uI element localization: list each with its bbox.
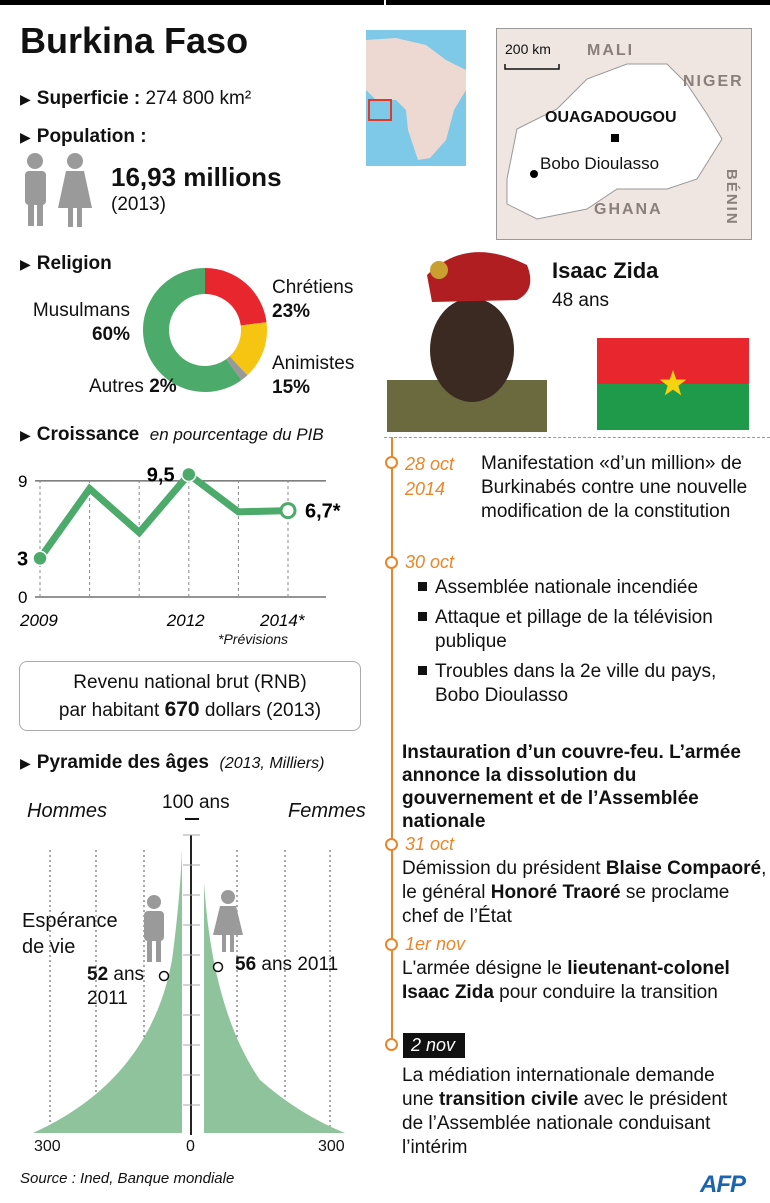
age-pyramid	[33, 818, 345, 1135]
burkina-map: 200 km MALI NIGER BÉNIN GHANA OUAGADOUGO…	[496, 28, 752, 240]
timeline-line	[391, 437, 393, 1043]
population-year: (2013)	[111, 194, 166, 215]
capital-label: OUAGADOUGOU	[545, 109, 677, 126]
donut-slice-chrétiens	[205, 268, 267, 326]
men-life-exp: 52 ans 2011	[87, 964, 145, 1009]
timeline-dot	[385, 1038, 398, 1051]
flag-green-band	[597, 384, 749, 430]
africa-locator-map	[366, 30, 466, 166]
top-bar-divider	[384, 0, 386, 5]
ytick-9: 9	[18, 472, 27, 491]
pyramid-heading: ▶ Pyramide des âges (2013, Milliers)	[20, 752, 325, 773]
burkina-flag	[597, 338, 749, 430]
label-chretiens: Chrétiens 23%	[272, 277, 354, 322]
rnb-line2: par habitant 670 dollars (2013)	[58, 698, 322, 721]
timeline-text: Démission du président Blaise Compaoré, …	[402, 858, 767, 927]
timeline-text: La médiation internationale demande une …	[402, 1065, 728, 1158]
label-hommes: Hommes	[27, 800, 108, 822]
man-icon	[144, 895, 164, 962]
label-animistes: Animistes 15%	[272, 353, 355, 398]
star-icon	[659, 370, 687, 396]
country-ghana: GHANA	[594, 201, 663, 218]
tick-0: 0	[186, 1138, 195, 1155]
women-life-exp: 56 ans 2011	[235, 954, 339, 975]
timeline-date: 31 oct	[405, 834, 455, 854]
country-mali: MALI	[587, 42, 635, 59]
city-label: Bobo Dioulasso	[540, 154, 660, 173]
country-niger: NIGER	[683, 73, 744, 90]
women-area	[204, 882, 345, 1133]
religion-heading: ▶ Religion	[20, 253, 112, 274]
religion-donut	[143, 268, 267, 392]
timeline-text: Manifestation «d’un million» de Burkinab…	[481, 453, 748, 522]
point-2009	[32, 550, 48, 567]
rnb-box: Revenu national brut (RNB) par habitant …	[19, 661, 361, 731]
portrait-photo	[387, 240, 547, 432]
men-area	[33, 850, 182, 1133]
timeline-dot	[385, 938, 398, 951]
timeline-dot	[385, 838, 398, 851]
rnb-line1: Revenu national brut (RNB)	[73, 672, 307, 693]
xtick-2014: 2014*	[259, 611, 306, 630]
previsions-note: *Prévisions	[218, 631, 289, 647]
ytick-0: 0	[18, 588, 27, 607]
tick-300-left: 300	[34, 1138, 61, 1155]
label-100-ans: 100 ans	[162, 792, 230, 813]
timeline-date-badge: 2 nov	[403, 1033, 465, 1058]
superficie-value: 274 800 km²	[145, 88, 252, 109]
timeline-date: 28 oct 2014	[405, 454, 455, 499]
xtick-2012: 2012	[166, 611, 205, 630]
country-benin: BÉNIN	[723, 169, 740, 226]
label-musulmans: Musulmans 60%	[32, 300, 130, 345]
person-age: 48 ans	[552, 290, 610, 311]
map-scale: 200 km	[505, 41, 551, 57]
xtick-2009: 2009	[19, 611, 58, 630]
population-label: Population :	[36, 126, 147, 147]
superficie: ▶ Superficie : 274 800 km²	[20, 88, 252, 109]
point-2014	[279, 502, 297, 520]
growth-line	[37, 469, 289, 561]
croissance-heading: ▶ Croissance en pourcentage du PIB	[20, 424, 324, 445]
label-first: 3	[17, 548, 28, 570]
tick-300-right: 300	[318, 1138, 345, 1155]
men-life-marker	[158, 970, 170, 982]
timeline-text: L'armée désigne le lieutenant-colonel Is…	[402, 958, 730, 1003]
timeline-date: 1er nov	[405, 934, 466, 954]
point-2012	[181, 466, 197, 483]
donut-slice-animistes	[229, 322, 267, 376]
esperance-label: Espérance de vie	[22, 910, 118, 958]
page-title: Burkina Faso	[20, 20, 249, 61]
source: Source : Ined, Banque mondiale	[20, 1170, 235, 1187]
timeline-bullets: Assemblée nationale incendiée Attaque et…	[418, 576, 768, 708]
afp-logo: AFP	[700, 1171, 746, 1198]
label-max: 9,5	[147, 464, 175, 486]
donut-slice-musulmans	[143, 268, 242, 392]
population: ▶ Population :	[20, 126, 147, 147]
person-name: Isaac Zida	[552, 258, 659, 283]
timeline-dot	[385, 556, 398, 569]
population-value: 16,93 millions	[111, 162, 282, 192]
timeline-date: 30 oct	[405, 552, 455, 572]
women-life-marker	[212, 961, 224, 973]
people-icon	[25, 153, 92, 227]
religion-label: Religion	[36, 253, 112, 274]
timeline-bold-text: Instauration d’un couvre-feu. L’armée an…	[402, 742, 741, 832]
label-autres: Autres 2%	[89, 376, 177, 397]
donut-slice-autres	[226, 356, 248, 381]
woman-icon	[213, 890, 243, 952]
label-last: 6,7*	[305, 501, 341, 523]
timeline-top-rule	[384, 437, 770, 438]
superficie-label: Superficie :	[36, 88, 141, 109]
timeline-dot	[385, 456, 398, 469]
growth-chart: 9 0 3 9,5 6,7* 2009 2012 2014*	[17, 464, 341, 630]
africa-shape	[366, 38, 466, 160]
label-femmes: Femmes	[288, 800, 366, 822]
